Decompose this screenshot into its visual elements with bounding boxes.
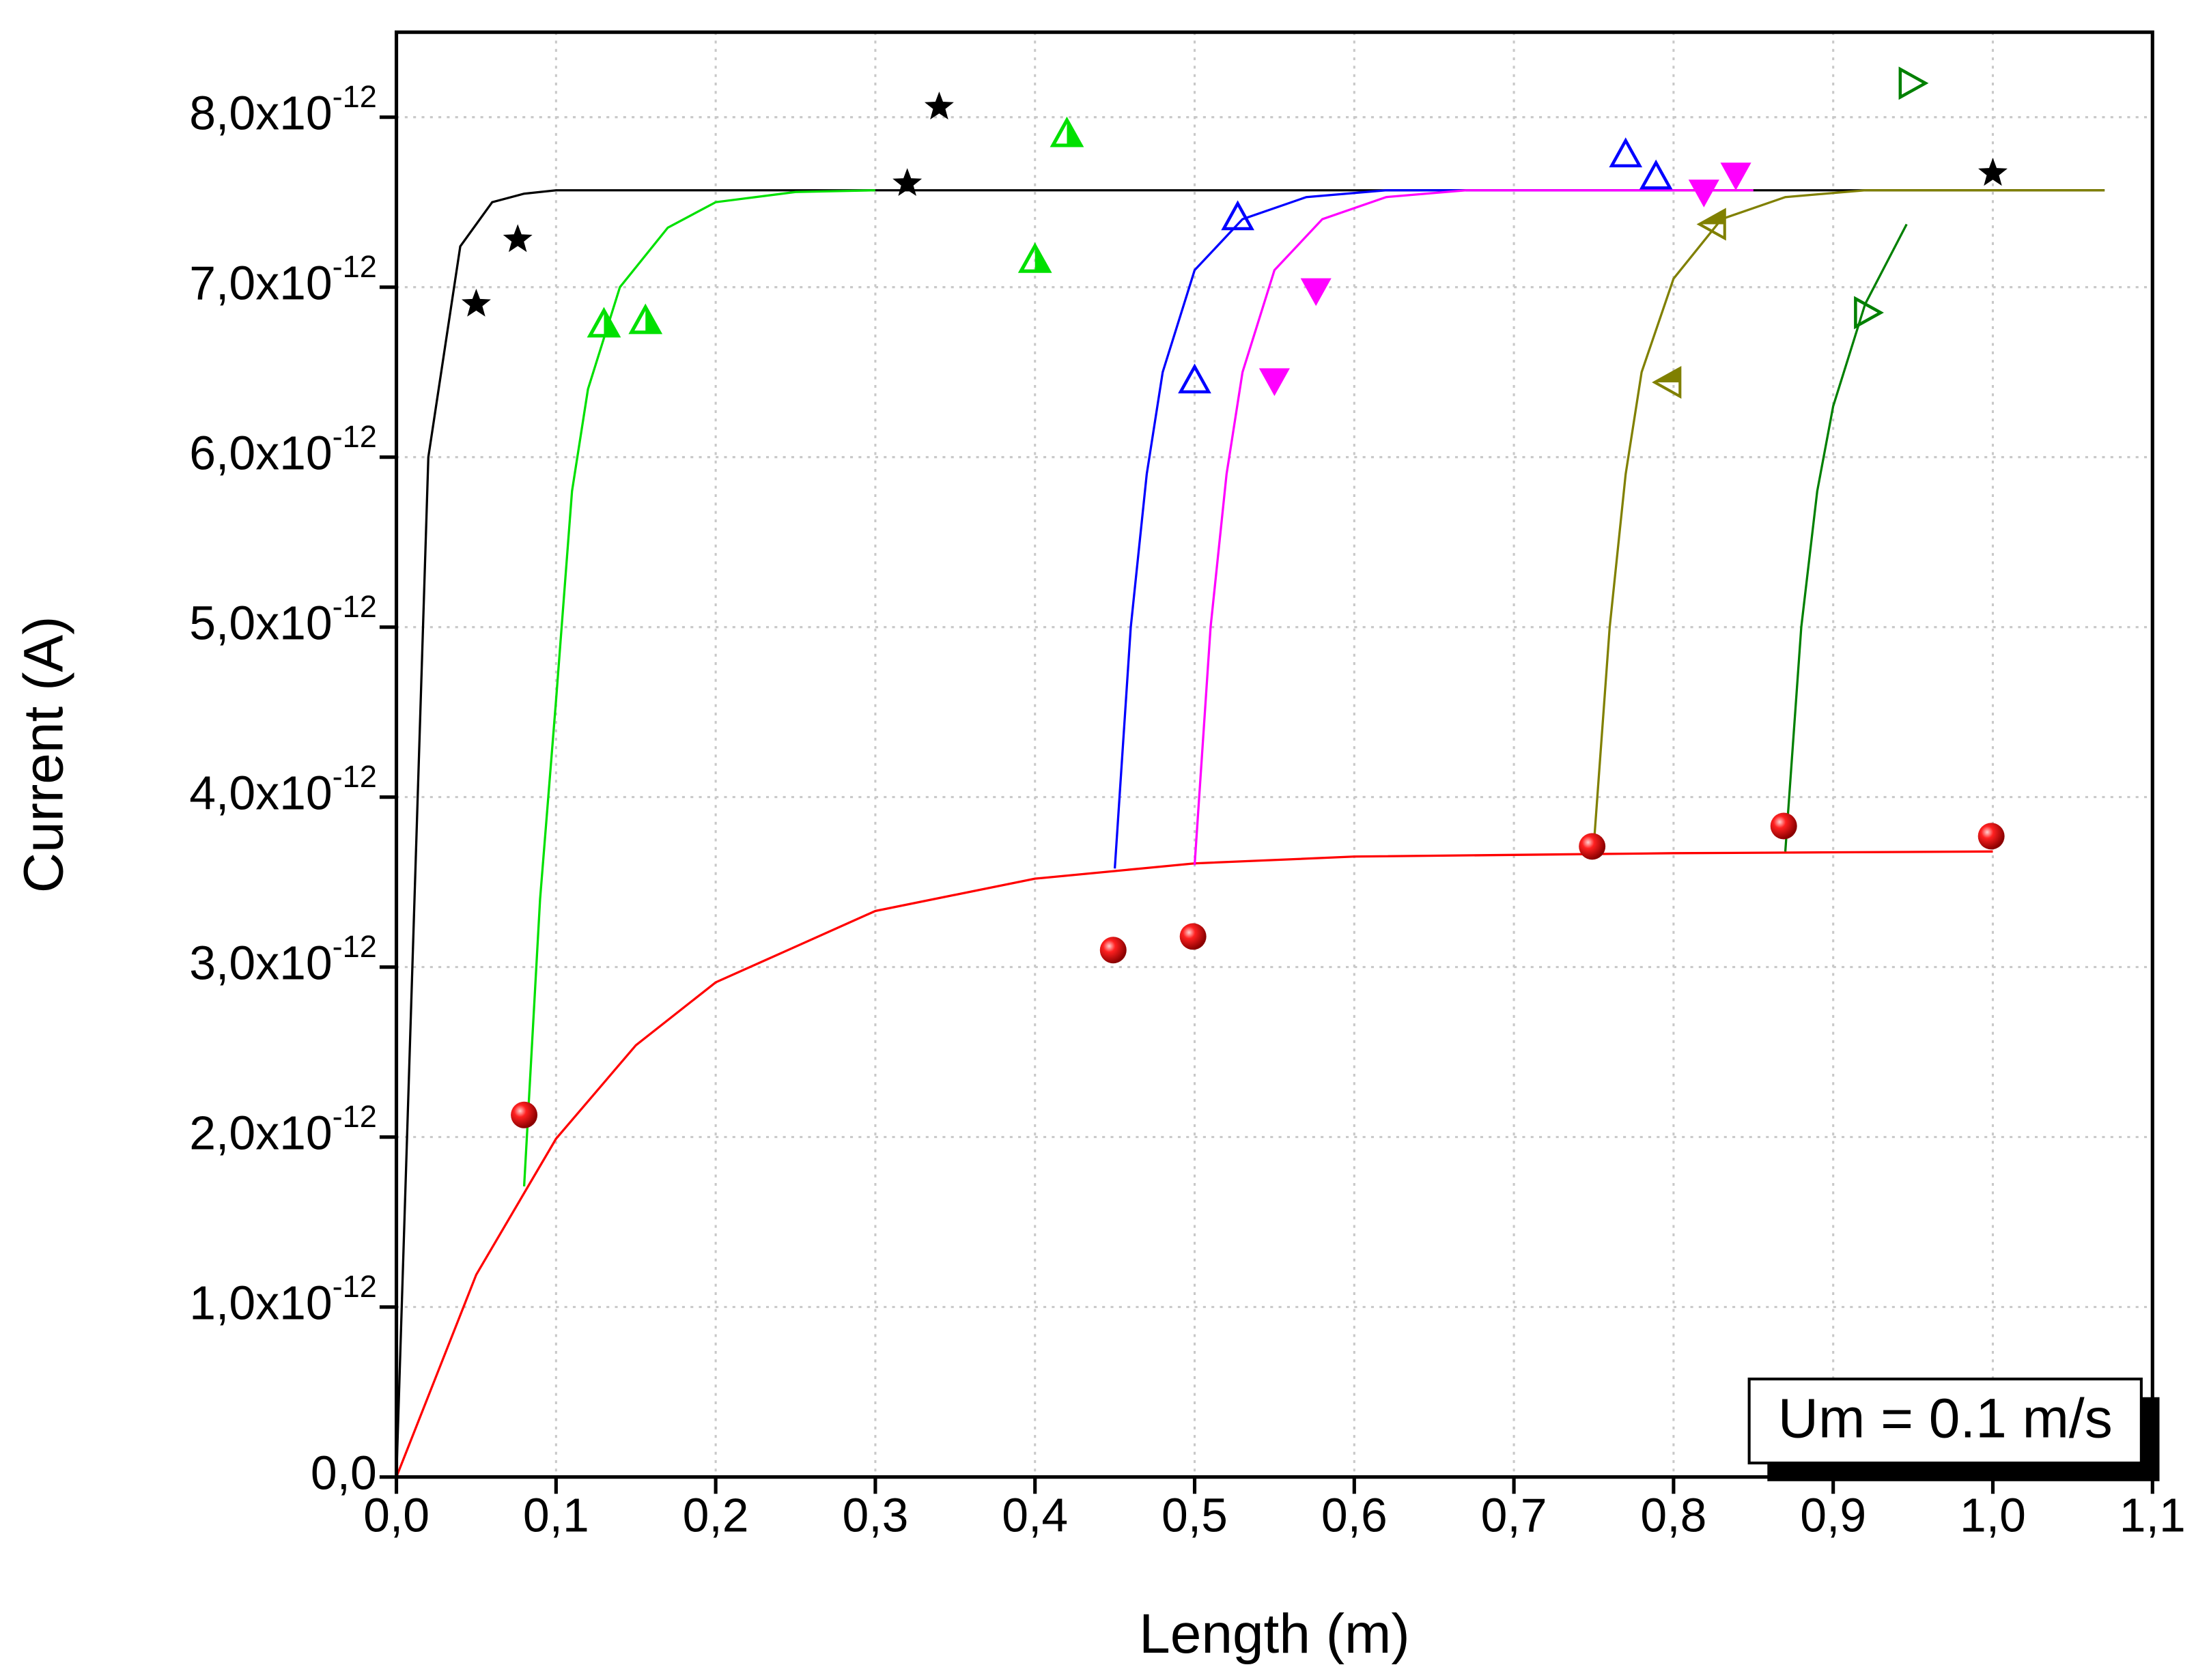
marker-outline bbox=[587, 307, 621, 338]
marker-outline bbox=[1652, 366, 1682, 399]
sphere-marker bbox=[1579, 833, 1606, 860]
triangle-marker bbox=[587, 307, 621, 338]
star-marker bbox=[503, 224, 533, 253]
fit-line bbox=[1113, 189, 1674, 869]
x-tick-label: 0,9 bbox=[1800, 1489, 1866, 1542]
triangle-marker bbox=[1720, 162, 1751, 190]
y-tick-mantissa: 7,0x10 bbox=[189, 257, 332, 310]
y-tick-exponent: -12 bbox=[333, 929, 377, 964]
triangle-marker bbox=[628, 303, 663, 334]
x-tick-label: 0,5 bbox=[1162, 1489, 1228, 1542]
triangle-marker bbox=[1221, 200, 1254, 231]
y-tick-exponent: -12 bbox=[333, 1269, 377, 1304]
axes: 0,0 0,1 0,2 0,3 0,4 0,5 0,6 0,7 0,8 0,9 1,0 1,1 0,0 1… bbox=[189, 79, 2185, 1542]
marker-outline bbox=[1017, 242, 1052, 273]
triangle-marker bbox=[1178, 363, 1211, 394]
y-tick-exponent: -12 bbox=[333, 1099, 377, 1134]
triangle-marker bbox=[1017, 242, 1052, 273]
y-tick-label: 3,0x10-12 bbox=[189, 929, 377, 990]
x-tick-label: 0,4 bbox=[1002, 1489, 1068, 1542]
sphere-marker bbox=[1099, 937, 1127, 964]
y-tick-label: 4,0x10-12 bbox=[189, 759, 377, 820]
y-tick-exponent: -12 bbox=[333, 759, 377, 794]
y-tick-exponent: -12 bbox=[333, 589, 377, 624]
y-tick-mantissa: 4,0x10 bbox=[189, 767, 332, 820]
triangle-marker bbox=[1639, 159, 1673, 190]
y-tick-label: 0,0 bbox=[311, 1447, 377, 1500]
x-tick-label: 0,2 bbox=[683, 1489, 749, 1542]
x-tick-label: 0,3 bbox=[842, 1489, 908, 1542]
triangle-marker bbox=[1688, 180, 1719, 208]
y-axis-label: Current (A) bbox=[13, 616, 75, 894]
fit-line bbox=[395, 850, 1993, 1478]
x-tick-label: 0,0 bbox=[363, 1489, 430, 1542]
triangle-marker bbox=[1652, 366, 1682, 399]
plot-frame bbox=[394, 30, 2154, 1479]
sphere-marker bbox=[1179, 923, 1207, 950]
fit-line bbox=[395, 189, 2105, 1477]
fit-line bbox=[1193, 189, 1754, 866]
star-marker bbox=[892, 168, 923, 197]
y-tick-exponent: -12 bbox=[333, 419, 377, 454]
y-tick-mantissa: 8,0x10 bbox=[189, 87, 332, 140]
triangle-marker bbox=[1300, 278, 1332, 307]
triangle-marker bbox=[1854, 296, 1884, 330]
x-tick-label: 1,0 bbox=[1960, 1489, 2026, 1542]
x-tick-label: 0,6 bbox=[1321, 1489, 1388, 1542]
annotation-box bbox=[1747, 1378, 2143, 1465]
x-tick-label: 0,8 bbox=[1640, 1489, 1706, 1542]
y-tick-mantissa: 2,0x10 bbox=[189, 1107, 332, 1160]
y-tick-label: 7,0x10-12 bbox=[189, 249, 377, 310]
triangle-marker bbox=[1258, 368, 1290, 397]
x-axis-label: Length (m) bbox=[1139, 1603, 1410, 1665]
marker-outline bbox=[628, 303, 663, 334]
triangle-marker bbox=[1696, 208, 1726, 241]
triangle-marker bbox=[1609, 137, 1643, 168]
y-tick-exponent: -12 bbox=[333, 249, 377, 284]
marker-outline bbox=[1050, 116, 1084, 147]
y-tick-mantissa: 6,0x10 bbox=[189, 427, 332, 480]
grid bbox=[395, 32, 2154, 1479]
triangle-marker bbox=[1898, 66, 1929, 100]
x-tick-label: 1,1 bbox=[2120, 1489, 2186, 1542]
triangle-marker bbox=[1050, 116, 1084, 147]
sphere-marker bbox=[1770, 812, 1797, 840]
y-tick-label: 2,0x10-12 bbox=[189, 1099, 377, 1160]
y-tick-label: 8,0x10-12 bbox=[189, 79, 377, 140]
annotation: Um = 0.1 m/s bbox=[1778, 1387, 2113, 1449]
sphere-marker bbox=[511, 1101, 538, 1128]
y-tick-mantissa: 5,0x10 bbox=[189, 597, 332, 650]
fit-line bbox=[1592, 189, 2105, 846]
fit-line bbox=[522, 189, 875, 1186]
marker-outline bbox=[1696, 208, 1726, 241]
y-tick-mantissa: 3,0x10 bbox=[189, 937, 332, 990]
y-tick-mantissa: 0,0 bbox=[311, 1447, 377, 1500]
y-tick-label: 6,0x10-12 bbox=[189, 419, 377, 480]
star-marker bbox=[1978, 158, 2008, 186]
sphere-marker bbox=[1977, 823, 2005, 850]
fit-line bbox=[1784, 223, 1908, 852]
star-marker bbox=[924, 91, 954, 119]
y-tick-label: 5,0x10-12 bbox=[189, 589, 377, 650]
plot bbox=[395, 66, 2105, 1478]
y-tick-exponent: -12 bbox=[333, 79, 377, 114]
x-tick-label: 0,1 bbox=[523, 1489, 589, 1542]
x-tick-label: 0,7 bbox=[1481, 1489, 1547, 1542]
y-tick-mantissa: 1,0x10 bbox=[189, 1277, 332, 1330]
y-tick-label: 1,0x10-12 bbox=[189, 1269, 377, 1330]
star-marker bbox=[461, 289, 491, 317]
